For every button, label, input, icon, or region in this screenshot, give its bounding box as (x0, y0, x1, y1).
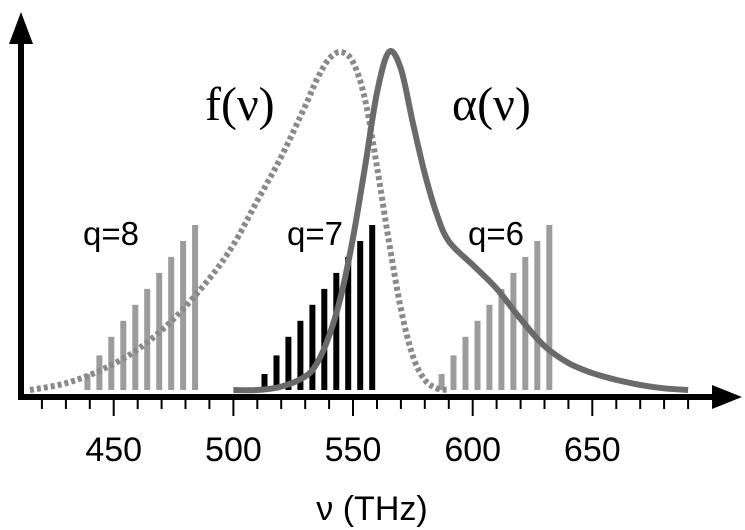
mode-bar (285, 336, 292, 390)
f-curve-label: f(ν) (205, 78, 275, 131)
mode-bar (474, 320, 481, 390)
mode-bar (144, 288, 151, 390)
mode-bar (309, 304, 316, 390)
mode-bar (180, 241, 187, 390)
x-tick-label: 450 (85, 431, 142, 469)
axes-layer: 450 500 550 600 650 (9, 12, 742, 469)
mode-bar (261, 374, 268, 390)
mode-bar (438, 374, 445, 390)
mode-bar (534, 241, 541, 390)
mode-bar (84, 374, 91, 390)
mode-bar (132, 304, 139, 390)
mode-bar (357, 241, 364, 390)
alpha-curve (233, 48, 689, 394)
mode-bar (192, 225, 199, 390)
mode-bar (156, 272, 163, 390)
mode-bar (321, 288, 328, 390)
mode-bar (546, 225, 553, 390)
mode-bar (345, 256, 352, 390)
x-tick-label: 600 (444, 431, 501, 469)
x-axis-arrow (712, 385, 742, 409)
mode-bar (369, 225, 376, 390)
mode-group-label-q7: q=7 (287, 215, 343, 252)
x-axis-label: ν (THz) (316, 490, 427, 528)
x-ticks: 450 500 550 600 650 (40, 400, 690, 469)
mode-bar (462, 336, 469, 390)
mode-group-label-q6: q=6 (468, 215, 524, 252)
mode-bars-layer (84, 225, 553, 390)
alpha-curve-label: α(ν) (452, 78, 531, 131)
curves-layer (29, 48, 689, 394)
mode-bar (297, 320, 304, 390)
x-tick-label: 650 (564, 431, 621, 469)
mode-bar (486, 304, 493, 390)
mode-bar (450, 355, 457, 390)
y-axis-arrow (9, 12, 33, 44)
x-tick-label: 500 (205, 431, 262, 469)
x-tick-label: 550 (325, 431, 382, 469)
mode-group-label-q8: q=8 (83, 215, 139, 252)
mode-bar (273, 355, 280, 390)
mode-bar (333, 272, 340, 390)
f-curve (29, 48, 450, 393)
labels-layer: f(ν) α(ν) q=8 q=7 q=6 ν (THz) (83, 78, 531, 528)
mode-bar (498, 288, 505, 390)
mode-bar (168, 256, 175, 390)
mode-bar (510, 272, 517, 390)
